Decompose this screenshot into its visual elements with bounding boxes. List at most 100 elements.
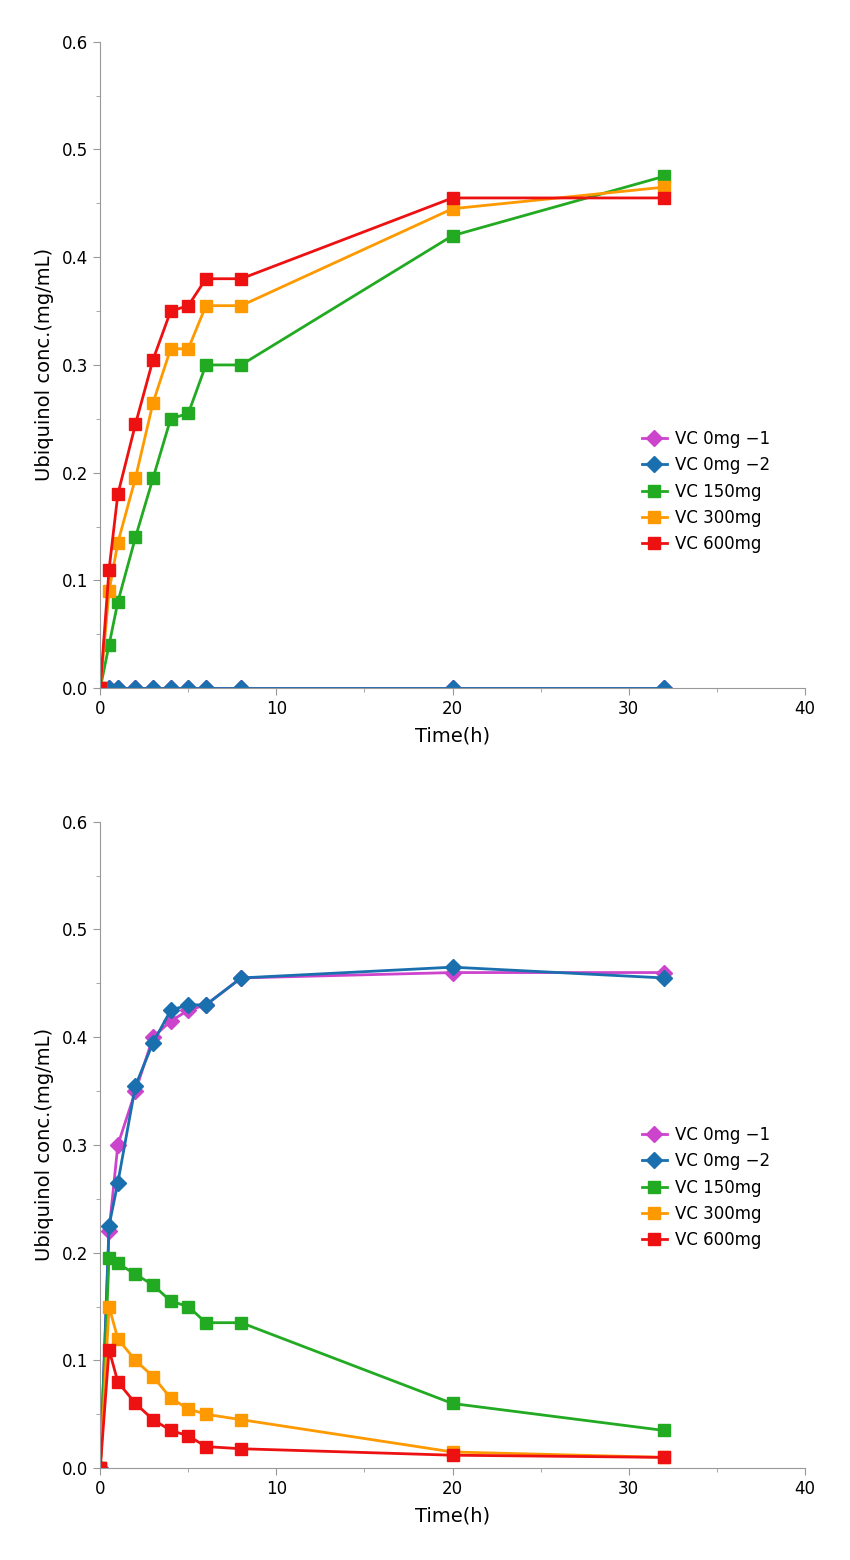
VC 600mg — [104, 1340, 114, 1359]
VC 0mg −1 — [201, 679, 211, 697]
VC 0mg −2 — [95, 679, 105, 697]
VC 600mg — [95, 679, 105, 697]
VC 0mg −1 — [113, 679, 123, 697]
VC 0mg −1 — [184, 679, 194, 697]
VC 0mg −2 — [201, 995, 211, 1014]
VC 0mg −1 — [148, 679, 158, 697]
VC 600mg — [659, 189, 669, 207]
VC 600mg — [447, 189, 457, 207]
VC 150mg — [166, 1292, 176, 1310]
VC 300mg — [184, 1399, 194, 1418]
VC 150mg — [166, 409, 176, 427]
VC 150mg — [447, 226, 457, 245]
VC 0mg −2 — [659, 679, 669, 697]
VC 600mg — [166, 1421, 176, 1440]
VC 600mg — [113, 485, 123, 504]
VC 0mg −2 — [95, 1459, 105, 1477]
Y-axis label: Ubiquinol conc.(mg/mL): Ubiquinol conc.(mg/mL) — [35, 1028, 54, 1262]
Legend: VC 0mg −1, VC 0mg −2, VC 150mg, VC 300mg, VC 600mg: VC 0mg −1, VC 0mg −2, VC 150mg, VC 300mg… — [637, 1122, 775, 1254]
VC 0mg −1 — [95, 1459, 105, 1477]
VC 0mg −2 — [184, 995, 194, 1014]
VC 600mg — [148, 1410, 158, 1429]
VC 150mg — [113, 593, 123, 612]
VC 0mg −1 — [104, 1221, 114, 1240]
VC 150mg — [447, 1395, 457, 1413]
VC 0mg −2 — [184, 679, 194, 697]
Line: VC 600mg: VC 600mg — [94, 192, 670, 694]
VC 600mg — [104, 560, 114, 579]
VC 600mg — [201, 1437, 211, 1455]
VC 300mg — [184, 340, 194, 359]
VC 0mg −1 — [659, 963, 669, 981]
VC 600mg — [659, 1448, 669, 1466]
Line: VC 150mg: VC 150mg — [94, 1253, 670, 1474]
VC 300mg — [447, 1443, 457, 1462]
VC 150mg — [184, 404, 194, 423]
VC 0mg −2 — [447, 679, 457, 697]
VC 0mg −2 — [104, 679, 114, 697]
VC 300mg — [104, 1298, 114, 1317]
VC 600mg — [236, 270, 246, 289]
VC 150mg — [201, 1314, 211, 1332]
VC 150mg — [659, 167, 669, 186]
VC 300mg — [130, 468, 140, 487]
VC 0mg −1 — [201, 995, 211, 1014]
Line: VC 600mg: VC 600mg — [94, 1345, 670, 1474]
VC 600mg — [130, 1395, 140, 1413]
VC 300mg — [236, 1410, 246, 1429]
VC 0mg −1 — [184, 1002, 194, 1020]
VC 600mg — [184, 1426, 194, 1445]
VC 300mg — [95, 679, 105, 697]
VC 150mg — [201, 356, 211, 374]
Line: VC 0mg −1: VC 0mg −1 — [94, 967, 670, 1474]
VC 0mg −2 — [130, 1076, 140, 1095]
VC 0mg −1 — [447, 679, 457, 697]
VC 0mg −1 — [130, 1081, 140, 1100]
VC 0mg −1 — [104, 679, 114, 697]
VC 0mg −2 — [148, 1033, 158, 1051]
VC 150mg — [236, 356, 246, 374]
VC 300mg — [659, 178, 669, 197]
VC 150mg — [104, 635, 114, 654]
Line: VC 0mg −1: VC 0mg −1 — [94, 683, 670, 694]
VC 600mg — [130, 415, 140, 434]
VC 300mg — [130, 1351, 140, 1370]
VC 0mg −2 — [166, 1002, 176, 1020]
Legend: VC 0mg −1, VC 0mg −2, VC 150mg, VC 300mg, VC 600mg: VC 0mg −1, VC 0mg −2, VC 150mg, VC 300mg… — [637, 424, 775, 558]
VC 0mg −1 — [447, 963, 457, 981]
VC 600mg — [236, 1440, 246, 1459]
VC 300mg — [113, 1329, 123, 1348]
VC 300mg — [166, 340, 176, 359]
VC 600mg — [148, 349, 158, 368]
VC 150mg — [104, 1248, 114, 1267]
VC 150mg — [659, 1421, 669, 1440]
VC 600mg — [95, 1459, 105, 1477]
VC 0mg −1 — [148, 1028, 158, 1047]
VC 150mg — [148, 1276, 158, 1295]
Line: VC 300mg: VC 300mg — [94, 181, 670, 694]
VC 150mg — [236, 1314, 246, 1332]
Line: VC 150mg: VC 150mg — [94, 172, 670, 694]
Line: VC 0mg −2: VC 0mg −2 — [94, 961, 670, 1474]
VC 300mg — [447, 200, 457, 218]
VC 0mg −2 — [236, 969, 246, 987]
VC 0mg −1 — [166, 679, 176, 697]
VC 0mg −2 — [113, 1173, 123, 1192]
VC 0mg −2 — [148, 679, 158, 697]
VC 600mg — [447, 1446, 457, 1465]
Y-axis label: Ubiquinol conc.(mg/mL): Ubiquinol conc.(mg/mL) — [35, 248, 54, 482]
VC 300mg — [148, 1367, 158, 1385]
VC 300mg — [166, 1388, 176, 1407]
X-axis label: Time(h): Time(h) — [415, 1507, 490, 1526]
VC 600mg — [113, 1373, 123, 1392]
VC 300mg — [113, 534, 123, 552]
VC 0mg −2 — [113, 679, 123, 697]
VC 150mg — [95, 679, 105, 697]
VC 300mg — [201, 1406, 211, 1424]
VC 0mg −1 — [130, 679, 140, 697]
VC 600mg — [184, 296, 194, 315]
Line: VC 0mg −2: VC 0mg −2 — [94, 683, 670, 694]
VC 0mg −1 — [95, 679, 105, 697]
VC 0mg −2 — [201, 679, 211, 697]
VC 0mg −2 — [166, 679, 176, 697]
